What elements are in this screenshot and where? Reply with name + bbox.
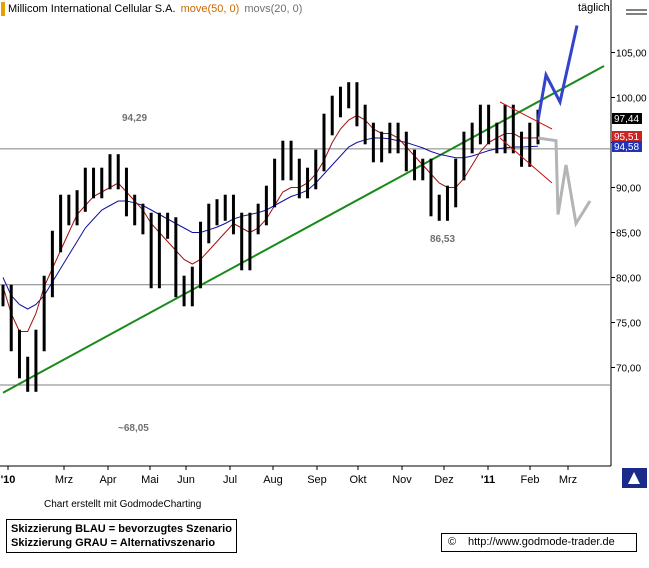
x-tick-label-11: '11 — [481, 474, 495, 486]
legend-blue-label: Skizzierung BLAU = bevorzugtes Szenario — [11, 523, 232, 535]
x-tick-label-1: Mrz — [55, 474, 73, 486]
chart-title: Millicom International Cellular S.A. mov… — [8, 3, 302, 15]
ma20-badge-text: 95,51 — [614, 132, 639, 143]
annotation-0: 94,29 — [122, 113, 147, 124]
horizontal-levels — [0, 148, 611, 386]
ma50-badge-text: 94,58 — [614, 142, 639, 153]
x-tick-label-2: Apr — [99, 474, 116, 486]
y-tick-label-3: 85,00 — [616, 229, 641, 240]
x-tick-label-10: Dez — [434, 474, 454, 486]
x-tick-label-4: Jun — [177, 474, 195, 486]
scenario-legend: Skizzierung BLAU = bevorzugtes Szenario … — [6, 519, 237, 553]
y-tick-label-1: 75,00 — [616, 319, 641, 330]
ma50-badge-bg — [612, 141, 642, 152]
y-tick-label-4: 90,00 — [616, 184, 641, 195]
x-tick-label-13: Mrz — [559, 474, 577, 486]
grey-scenario-path — [537, 136, 592, 228]
logo-triangle-icon — [628, 472, 640, 484]
ma50-line — [2, 137, 539, 310]
price-badge-text: 97,44 — [614, 114, 639, 125]
legend-grey-label: Skizzierung GRAU = Alternativszenario — [11, 537, 216, 549]
interval-label: täglich — [578, 2, 610, 14]
blue-scenario-path — [536, 25, 579, 121]
x-tick-label-8: Okt — [349, 474, 366, 486]
x-tick-label-6: Aug — [263, 474, 283, 486]
x-tick-label-12: Feb — [521, 474, 540, 486]
annotations: 94,29 86,53 ~68,05 — [118, 113, 455, 434]
source-url[interactable]: http://www.godmode-trader.de — [468, 536, 615, 548]
y-tick-label-0: 70,00 — [616, 364, 641, 375]
annotation-1: 86,53 — [430, 234, 455, 245]
y-tick-label-2: 80,00 — [616, 274, 641, 285]
x-tick-label-7: Sep — [307, 474, 327, 486]
title-marker-icon — [1, 2, 5, 16]
x-axis: '10 Mrz Apr Mai Jun Jul Aug Sep Okt Nov Dez '11 Feb M… — [1, 466, 577, 486]
price-bars — [1, 82, 540, 392]
source-link[interactable]: © http://www.godmode-trader.de — [441, 533, 637, 552]
y-tick-label-7: 105,00 — [616, 49, 647, 60]
x-tick-label-3: Mai — [141, 474, 159, 486]
channel-upper — [499, 101, 553, 130]
ma20-badge-bg — [612, 131, 642, 142]
annotation-2: ~68,05 — [118, 423, 149, 434]
x-tick-label-5: Jul — [223, 474, 237, 486]
channel-lower — [499, 137, 553, 184]
price-badge-bg — [612, 113, 642, 124]
y-axis: 70,0075,0080,0085,0090,0095,00100,00105,… — [611, 49, 647, 375]
chart-credit: Chart erstellt mit GodmodeCharting — [44, 499, 202, 510]
x-tick-label-9: Nov — [392, 474, 412, 486]
y-tick-label-6: 100,00 — [616, 94, 647, 105]
copyright-icon: © — [448, 536, 457, 548]
scenario-layer — [499, 25, 592, 228]
x-tick-label-0: '10 — [1, 474, 16, 486]
plot-area — [0, 0, 611, 466]
